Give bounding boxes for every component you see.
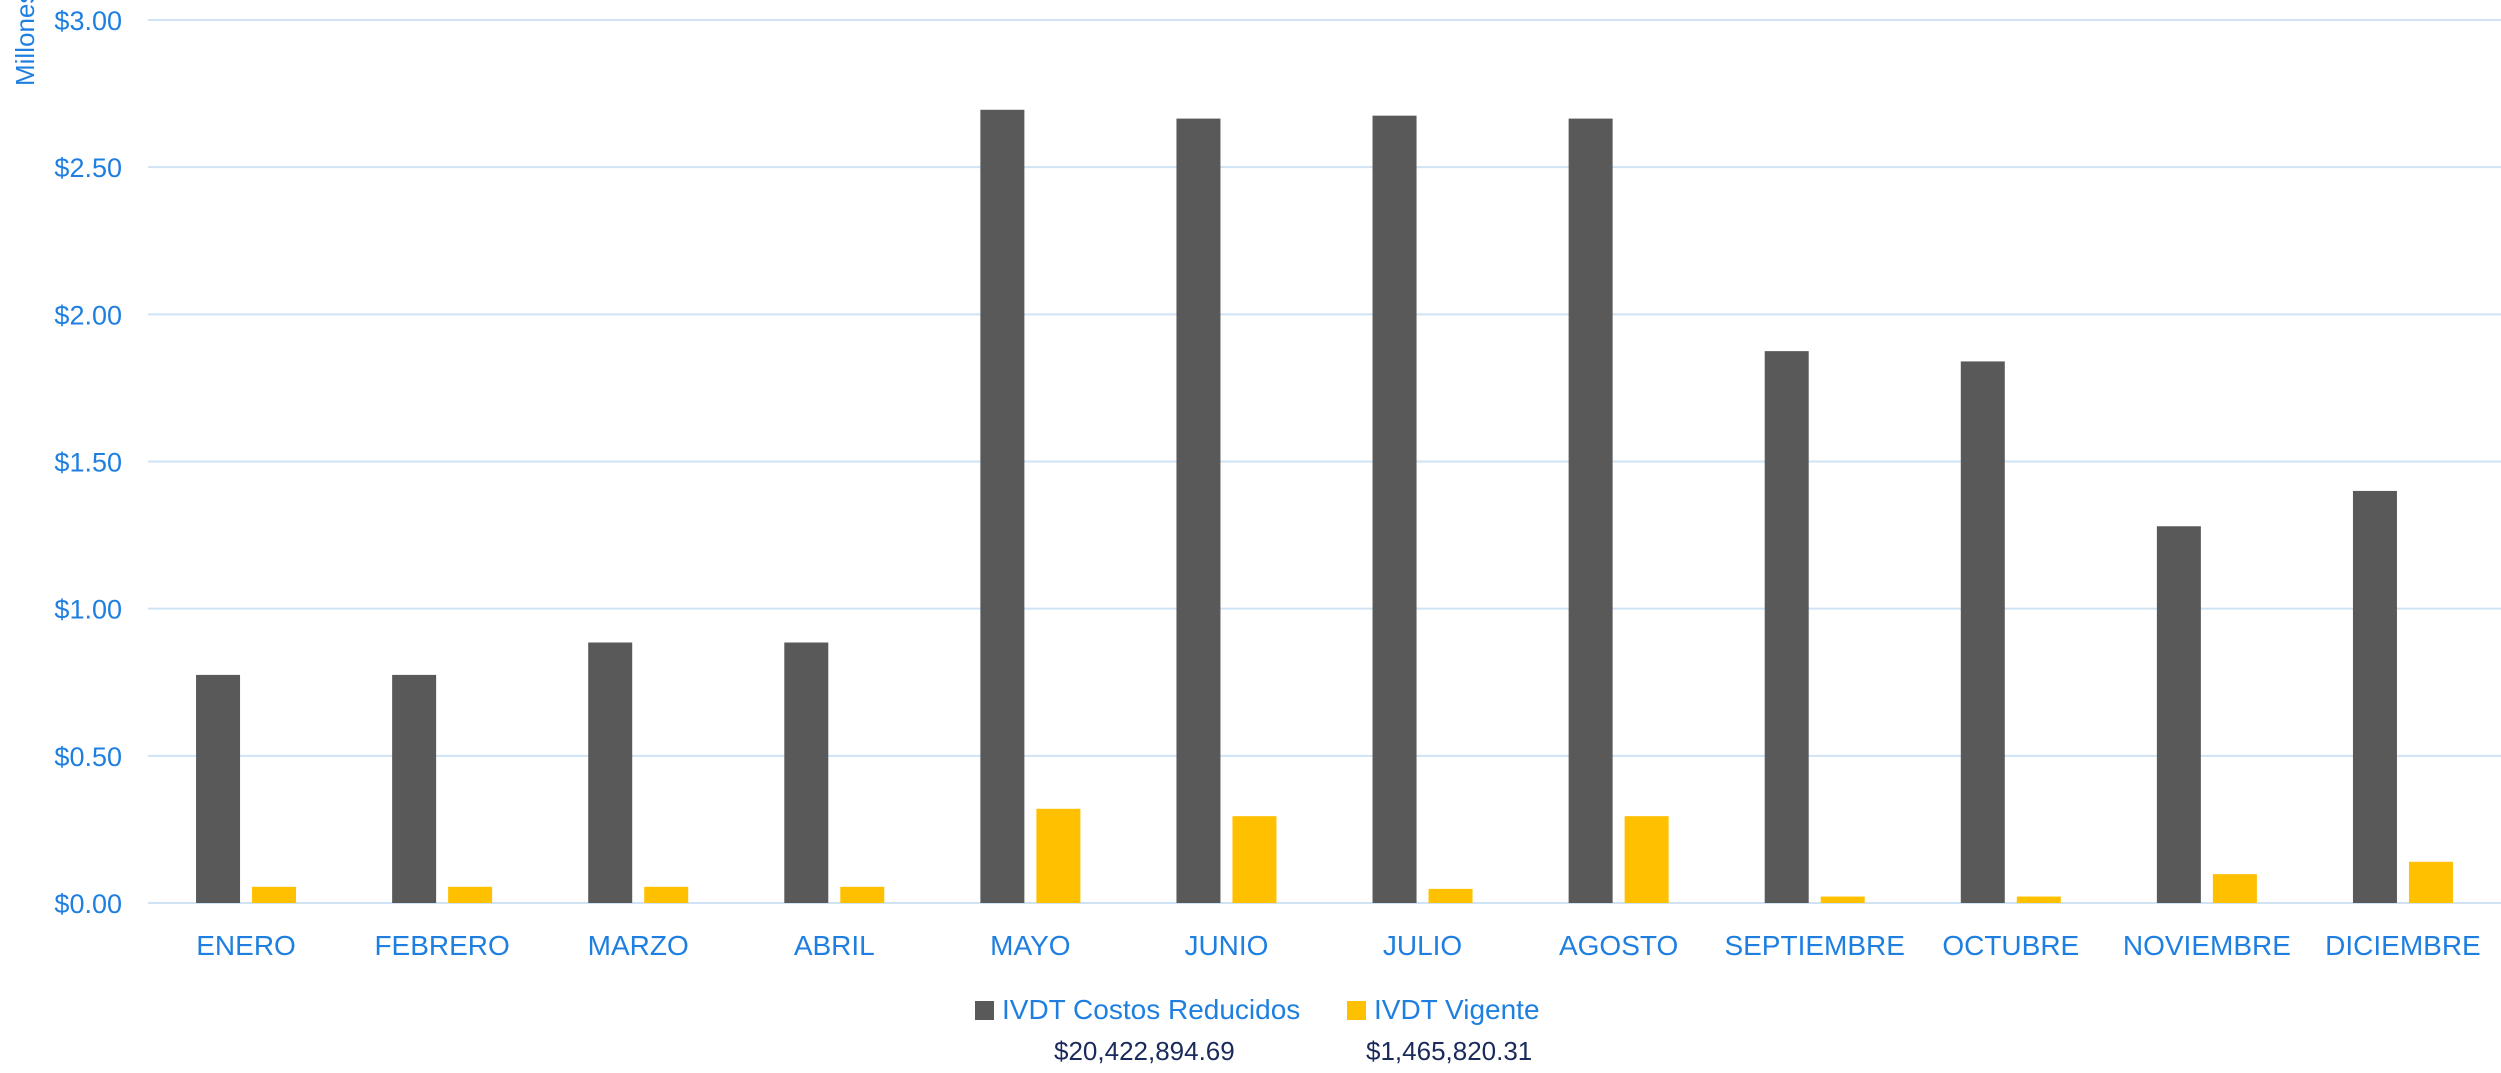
total-vigente: $1,465,820.31 — [1366, 1036, 1532, 1067]
bars — [196, 110, 2453, 903]
y-axis-label: Millones — [10, 0, 40, 86]
x-tick-label-abril: ABRIL — [794, 930, 875, 961]
legend-item-vigente: IVDT Vigente — [1347, 990, 1540, 1030]
legend-label-costos-reducidos: IVDT Costos Reducidos — [1002, 994, 1300, 1026]
bar-vigente-octubre — [2017, 897, 2061, 903]
legend-swatch-costos-reducidos — [975, 1001, 994, 1020]
legend-item-costos-reducidos: IVDT Costos Reducidos — [975, 990, 1300, 1030]
bar-vigente-noviembre — [2213, 874, 2257, 903]
bar-costos-reducidos-junio — [1176, 119, 1220, 903]
bar-costos-reducidos-mayo — [980, 110, 1024, 903]
bar-vigente-abril — [840, 887, 884, 903]
y-tick-label: $1.00 — [54, 595, 122, 625]
bar-costos-reducidos-marzo — [588, 643, 632, 903]
x-tick-label-septiembre: SEPTIEMBRE — [1724, 930, 1904, 961]
y-tick-label: $0.50 — [54, 742, 122, 772]
x-tick-label-noviembre: NOVIEMBRE — [2123, 930, 2291, 961]
y-axis-ticks: $0.00 $0.50 $1.00 $1.50 $2.00 $2.50 $3.00 — [54, 6, 122, 919]
bar-vigente-julio — [1429, 889, 1473, 903]
y-tick-label: $1.50 — [54, 448, 122, 478]
legend: IVDT Costos Reducidos IVDT Vigente — [0, 990, 2501, 1030]
x-tick-label-octubre: OCTUBRE — [1942, 930, 2079, 961]
x-tick-label-agosto: AGOSTO — [1559, 930, 1678, 961]
bar-vigente-diciembre — [2409, 862, 2453, 903]
bar-costos-reducidos-febrero — [392, 675, 436, 903]
y-tick-label: $2.00 — [54, 300, 122, 330]
x-tick-label-julio: JULIO — [1383, 930, 1462, 961]
bar-vigente-febrero — [448, 887, 492, 903]
gridlines — [148, 20, 2501, 903]
legend-swatch-vigente — [1347, 1001, 1366, 1020]
legend-label-vigente: IVDT Vigente — [1374, 994, 1540, 1026]
bar-vigente-junio — [1232, 816, 1276, 903]
bar-costos-reducidos-abril — [784, 643, 828, 903]
y-tick-label: $3.00 — [54, 6, 122, 36]
x-tick-label-junio: JUNIO — [1184, 930, 1268, 961]
x-tick-label-febrero: FEBRERO — [374, 930, 509, 961]
bar-costos-reducidos-enero — [196, 675, 240, 903]
x-axis-ticks: ENERO FEBRERO MARZO ABRIL MAYO JUNIO JULIO AGOS… — [196, 930, 2480, 961]
bar-costos-reducidos-octubre — [1961, 361, 2005, 903]
x-tick-label-mayo: MAYO — [990, 930, 1070, 961]
bar-vigente-enero — [252, 887, 296, 903]
bar-vigente-septiembre — [1821, 897, 1865, 903]
x-tick-label-marzo: MARZO — [588, 930, 689, 961]
bar-costos-reducidos-septiembre — [1765, 351, 1809, 903]
bar-costos-reducidos-agosto — [1569, 119, 1613, 903]
y-tick-label: $0.00 — [54, 889, 122, 919]
bar-vigente-marzo — [644, 887, 688, 903]
bar-costos-reducidos-diciembre — [2353, 491, 2397, 903]
bar-costos-reducidos-julio — [1373, 116, 1417, 903]
bar-vigente-agosto — [1625, 816, 1669, 903]
bar-costos-reducidos-noviembre — [2157, 526, 2201, 903]
y-tick-label: $2.50 — [54, 153, 122, 183]
x-tick-label-diciembre: DICIEMBRE — [2325, 930, 2481, 961]
total-costos-reducidos: $20,422,894.69 — [1054, 1036, 1235, 1067]
bar-vigente-mayo — [1036, 809, 1080, 903]
x-tick-label-enero: ENERO — [196, 930, 296, 961]
